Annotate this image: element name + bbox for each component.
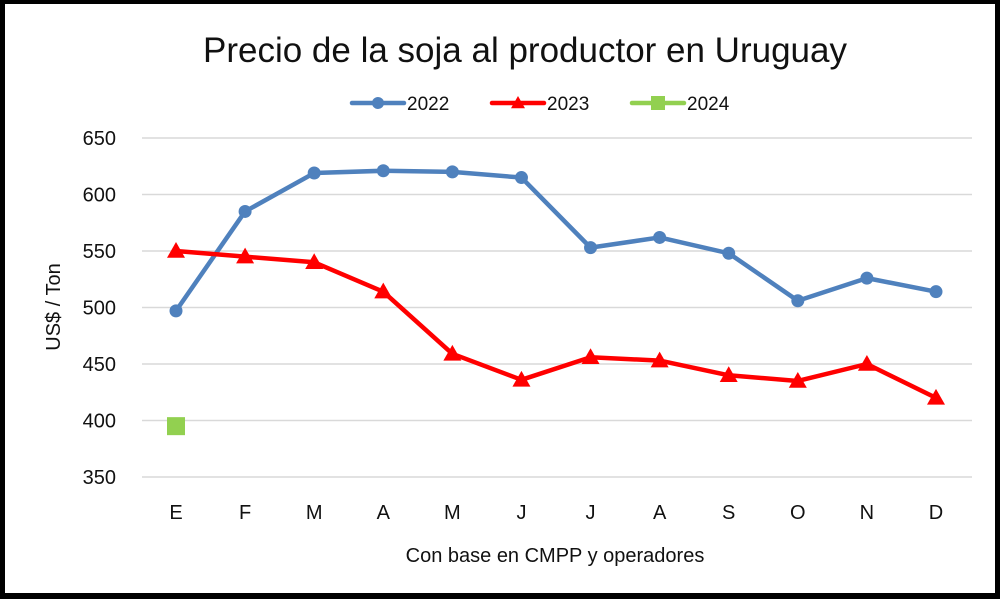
circle-marker-icon [929, 285, 943, 299]
y-tick-label: 500 [83, 298, 116, 320]
circle-marker-icon [376, 164, 390, 178]
x-tick-label: J [516, 502, 526, 524]
triangle-marker-icon [443, 344, 462, 361]
circle-marker-icon [445, 165, 459, 179]
triangle-marker-icon [581, 348, 600, 364]
x-tick-label: M [444, 502, 461, 524]
series-line [174, 168, 937, 313]
circle-marker-icon [860, 271, 874, 285]
gridlines [142, 137, 972, 478]
circle-marker-icon [169, 304, 183, 318]
x-axis-label: Con base en CMPP y operadores [406, 545, 705, 567]
y-tick-label: 400 [83, 411, 116, 433]
x-tick-label: N [860, 502, 874, 524]
square-marker-icon [651, 96, 665, 110]
series-2024 [167, 417, 185, 436]
triangle-marker-icon [512, 370, 531, 387]
x-tick-label: F [239, 502, 251, 524]
y-tick-label: 450 [83, 354, 116, 376]
triangle-marker-icon [167, 242, 185, 258]
triangle-marker-icon [650, 351, 669, 368]
legend-item-2024: 2024 [629, 94, 730, 115]
y-tick-label: 350 [83, 467, 116, 489]
x-tick-label: S [722, 502, 735, 524]
triangle-marker-icon [236, 247, 255, 264]
circle-marker-icon [653, 230, 667, 244]
y-tick-label: 650 [83, 128, 116, 150]
triangle-marker-icon [374, 282, 393, 299]
square-marker-icon [167, 417, 185, 436]
circle-marker-icon [372, 97, 384, 109]
series-2023 [167, 242, 945, 405]
x-tick-label: O [790, 502, 806, 524]
series-line [175, 248, 937, 400]
x-tick-label: A [653, 502, 667, 524]
legend-label: 2023 [547, 94, 589, 115]
legend-label: 2022 [407, 94, 449, 115]
legend-label: 2024 [687, 94, 730, 115]
x-tick-label: D [929, 502, 943, 524]
triangle-marker-icon [305, 253, 324, 270]
y-axis-label: US$ / Ton [43, 263, 65, 350]
triangle-marker-icon [719, 366, 738, 383]
y-tick-label: 550 [83, 241, 116, 263]
y-tick-label: 600 [83, 185, 116, 207]
legend-item-2022: 2022 [349, 94, 449, 115]
circle-marker-icon [791, 294, 805, 308]
chart-legend: 2022 2023 2024 [349, 94, 730, 115]
circle-marker-icon [722, 246, 736, 260]
circle-marker-icon [514, 171, 528, 185]
x-tick-label: M [306, 502, 323, 524]
series-2022 [169, 164, 943, 318]
circle-marker-icon [238, 204, 252, 218]
triangle-marker-icon [511, 96, 525, 109]
triangle-marker-icon [788, 371, 807, 388]
legend-item-2023: 2023 [489, 94, 589, 115]
x-tick-label: J [586, 502, 596, 524]
x-tick-label: E [169, 502, 182, 524]
y-axis-ticks: 650 600 550 500 450 400 350 [83, 128, 116, 489]
triangle-marker-icon [857, 355, 876, 371]
data-series [167, 164, 945, 436]
chart-title: Precio de la soja al productor en Urugua… [203, 31, 847, 70]
circle-marker-icon [307, 166, 321, 180]
circle-marker-icon [584, 241, 598, 255]
triangle-marker-icon [927, 388, 945, 405]
x-tick-label: A [377, 502, 391, 524]
